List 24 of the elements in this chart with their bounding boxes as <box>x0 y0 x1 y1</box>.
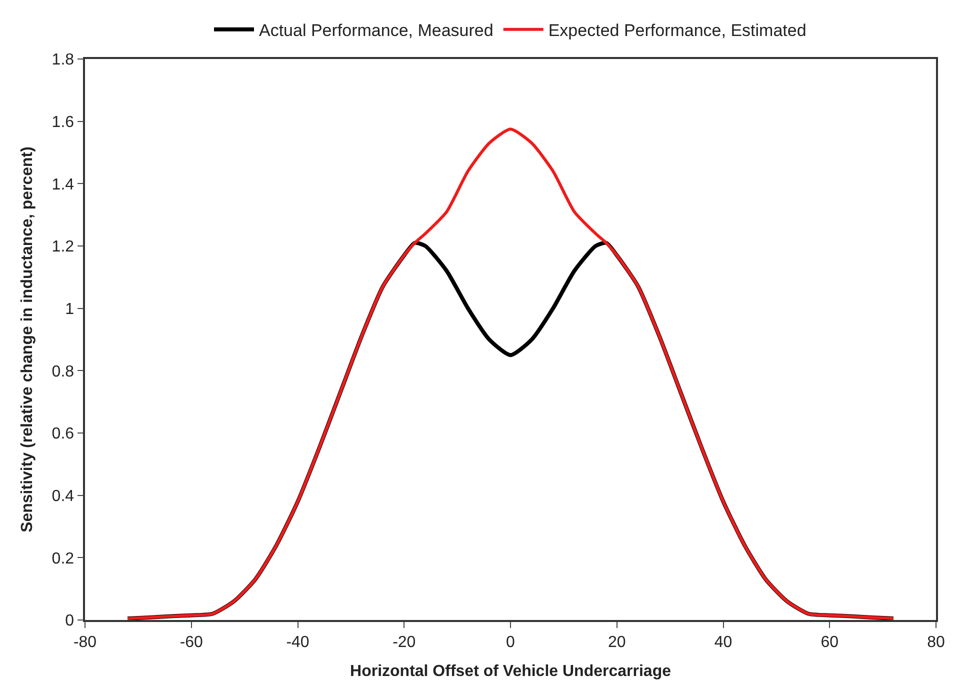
x-tick-label: -80 <box>73 634 97 651</box>
line-series <box>126 128 895 620</box>
y-axis-title: Sensitivity (relative change in inductance, percent) <box>19 146 36 532</box>
y-tick-label: 1 <box>65 300 74 318</box>
x-tick-label: -60 <box>180 634 204 651</box>
y-tick-label: 0.6 <box>52 426 74 443</box>
x-tick-label: 20 <box>608 634 626 651</box>
y-tick-label: 0.4 <box>52 488 74 505</box>
x-tick-label: 40 <box>714 634 732 651</box>
y-tick-label: 0.2 <box>52 550 74 568</box>
legend-label: Expected Performance, Estimated <box>548 20 806 40</box>
y-tick-label: 0.8 <box>52 363 74 380</box>
x-axis-title: Horizontal Offset of Vehicle Undercarriage <box>350 663 672 680</box>
y-tick-label: 0 <box>65 612 74 630</box>
y-tick-label: 1.8 <box>52 52 74 69</box>
y-tick-label: 1.6 <box>52 114 74 131</box>
x-tick-label: 0 <box>506 634 516 651</box>
x-tick-label: -40 <box>286 634 310 651</box>
y-tick-label: 1.4 <box>52 176 74 194</box>
y-tick-label: 1.2 <box>52 238 74 256</box>
legend-label: Actual Performance, Measured <box>259 20 494 40</box>
x-tick-label: 80 <box>927 634 945 651</box>
x-tick-label: 60 <box>820 634 839 651</box>
x-tick-label: -20 <box>392 634 416 651</box>
